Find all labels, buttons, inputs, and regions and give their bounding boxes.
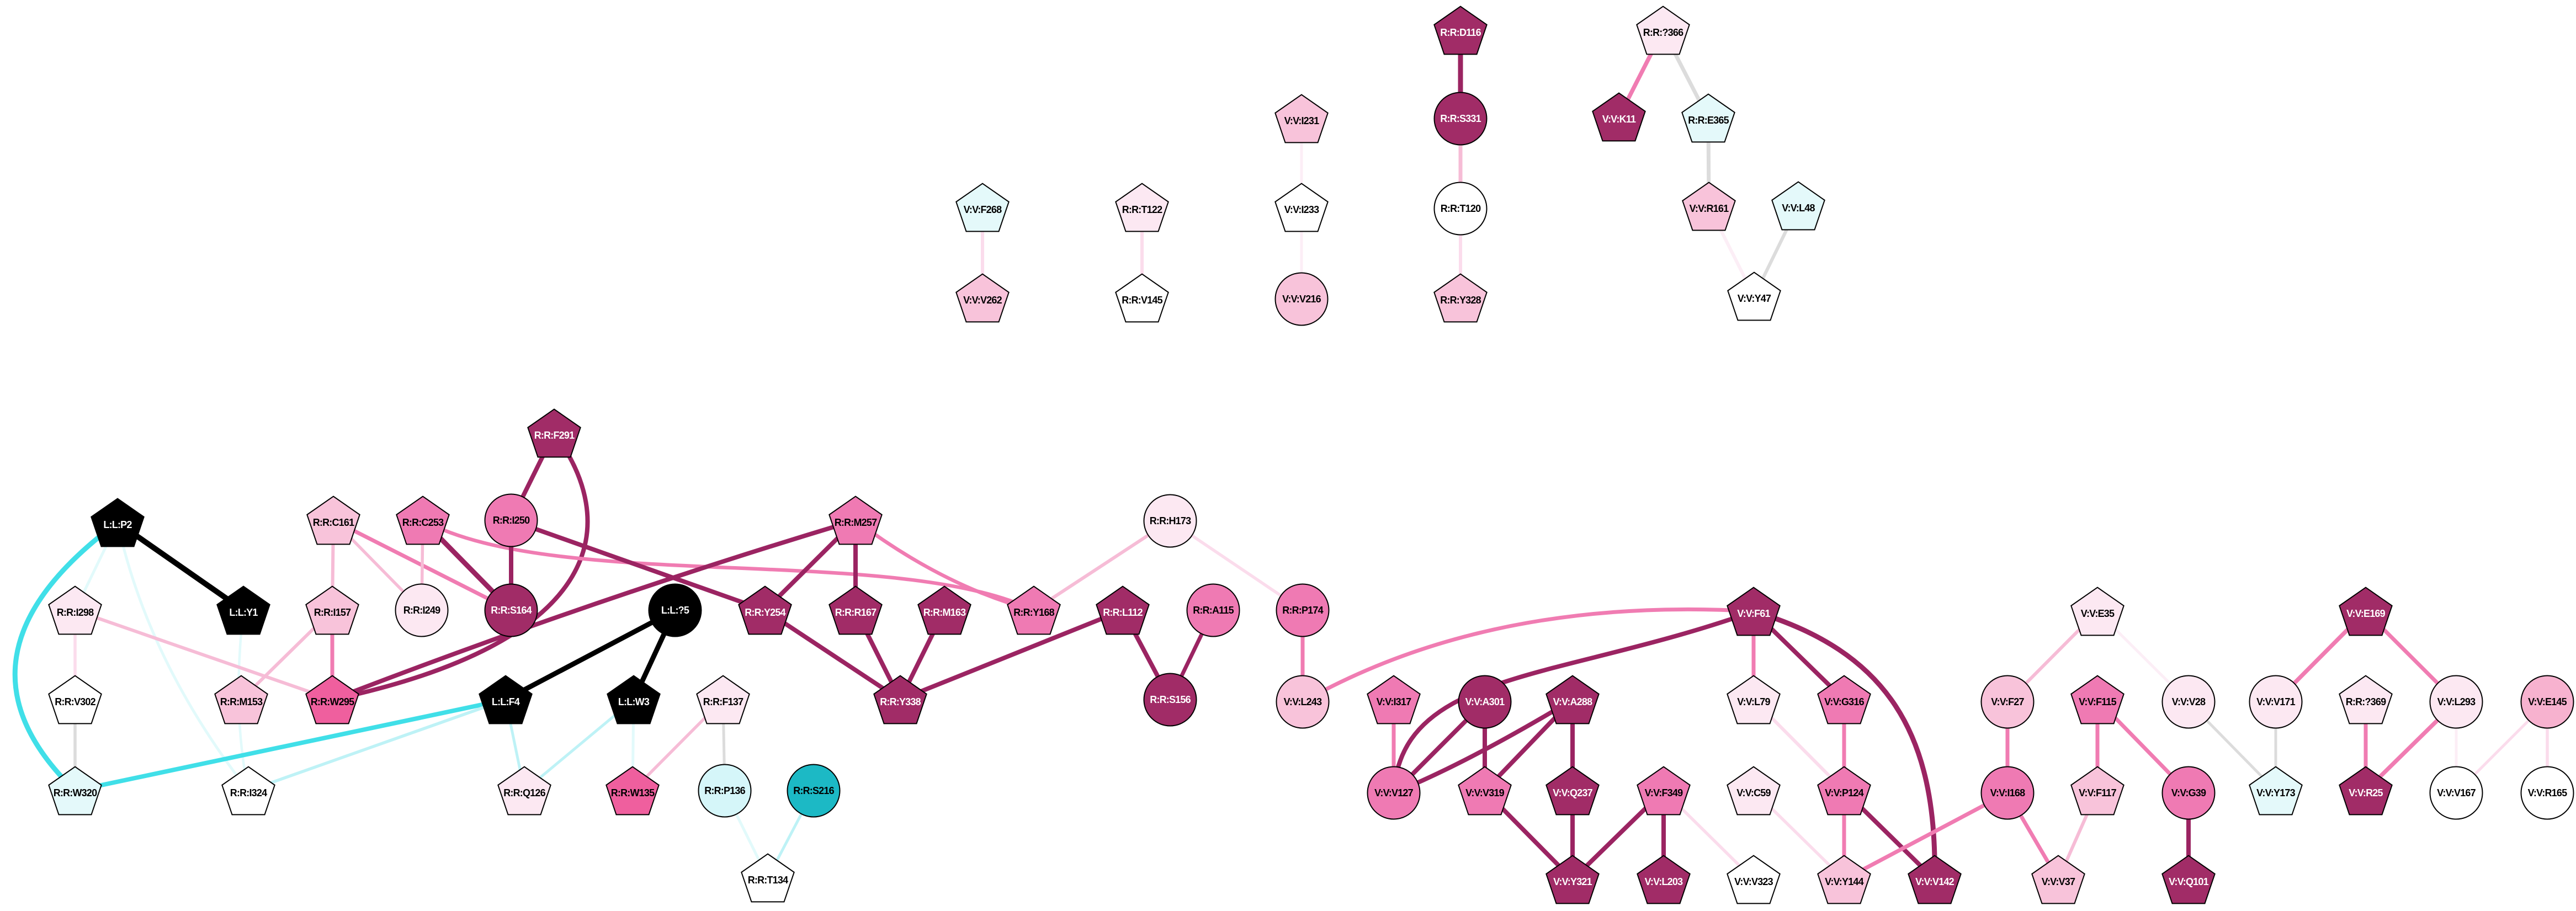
svg-text:V:V:R161: V:V:R161 [1690,203,1729,214]
svg-text:V:V:Q237: V:V:Q237 [1553,787,1592,798]
svg-text:V:V:F115: V:V:F115 [2079,696,2116,707]
svg-text:V:V:F268: V:V:F268 [964,204,1002,215]
svg-text:R:R:P174: R:R:P174 [1282,605,1323,616]
svg-text:V:V:G39: V:V:G39 [2171,787,2206,798]
svg-text:R:R:Y254: R:R:Y254 [745,607,785,618]
svg-text:R:R:I157: R:R:I157 [314,607,351,618]
svg-text:R:R:?366: R:R:?366 [1643,27,1683,38]
svg-text:V:V:V28: V:V:V28 [2172,696,2206,707]
svg-text:R:R:M153: R:R:M153 [220,696,263,707]
svg-text:V:V:E35: V:V:E35 [2081,608,2115,619]
svg-text:R:R:D116: R:R:D116 [1440,27,1481,38]
svg-text:R:R:Y168: R:R:Y168 [1013,607,1054,618]
svg-text:R:R:C161: R:R:C161 [313,517,354,528]
svg-text:R:R:V145: R:R:V145 [1122,295,1162,306]
svg-text:R:R:Y338: R:R:Y338 [880,696,921,707]
svg-text:R:R:S216: R:R:S216 [793,785,834,796]
svg-text:R:R:F291: R:R:F291 [534,430,575,441]
svg-text:R:R:C253: R:R:C253 [402,517,444,528]
svg-text:V:V:V167: V:V:V167 [2437,787,2476,798]
svg-text:V:V:K11: V:V:K11 [1602,114,1636,125]
svg-text:R:R:A115: R:R:A115 [1193,605,1234,616]
svg-text:R:R:T120: R:R:T120 [1441,203,1481,214]
svg-text:R:R:W135: R:R:W135 [611,787,655,798]
svg-text:R:R:I324: R:R:I324 [230,787,267,798]
svg-text:V:V:A301: V:V:A301 [1465,696,1505,707]
svg-text:R:R:S164: R:R:S164 [491,605,532,616]
svg-text:R:R:M163: R:R:M163 [923,607,966,618]
svg-text:V:V:V323: V:V:V323 [1734,876,1773,887]
svg-text:V:V:V37: V:V:V37 [2042,876,2075,887]
svg-text:L:L:Y1: L:L:Y1 [229,607,258,618]
svg-text:V:V:V262: V:V:V262 [963,295,1002,306]
svg-text:R:R:S156: R:R:S156 [1150,694,1191,705]
svg-text:V:V:F61: V:V:F61 [1737,608,1770,619]
svg-text:R:R:P136: R:R:P136 [704,785,745,796]
svg-text:R:R:Y328: R:R:Y328 [1440,295,1481,306]
svg-text:V:V:L203: V:V:L203 [1645,876,1683,887]
svg-text:R:R:L112: R:R:L112 [1103,607,1143,618]
svg-text:R:R:I250: R:R:I250 [493,515,530,526]
svg-text:V:V:V216: V:V:V216 [1282,294,1321,305]
svg-text:V:V:E169: V:V:E169 [2346,608,2385,619]
svg-text:V:V:L293: V:V:L293 [2437,696,2476,707]
svg-text:V:V:C59: V:V:C59 [1736,787,1771,798]
svg-text:V:V:Y47: V:V:Y47 [1738,293,1771,304]
svg-text:V:V:L79: V:V:L79 [1737,696,1770,707]
svg-text:R:R:F137: R:R:F137 [703,696,743,707]
svg-text:V:V:F349: V:V:F349 [1645,787,1683,798]
svg-text:R:R:I298: R:R:I298 [57,607,94,618]
svg-text:V:V:G316: V:V:G316 [1824,696,1864,707]
svg-text:R:R:V302: R:R:V302 [55,696,95,707]
svg-text:L:L:W3: L:L:W3 [618,696,650,707]
svg-text:L:L:P2: L:L:P2 [103,519,132,530]
svg-text:R:R:T134: R:R:T134 [748,875,788,886]
svg-text:V:V:I233: V:V:I233 [1284,204,1319,215]
svg-text:R:R:S331: R:R:S331 [1440,113,1481,124]
svg-text:V:V:V127: V:V:V127 [1374,787,1413,798]
svg-text:R:R:?369: R:R:?369 [2346,696,2386,707]
svg-text:V:V:Q101: V:V:Q101 [2169,876,2208,887]
svg-text:V:V:V142: V:V:V142 [1915,876,1954,887]
svg-text:L:L:F4: L:L:F4 [492,696,520,707]
svg-text:V:V:Y173: V:V:Y173 [2256,787,2295,798]
svg-text:V:V:V171: V:V:V171 [2256,696,2295,707]
svg-text:V:V:P124: V:V:P124 [1825,787,1863,798]
svg-text:V:V:F27: V:V:F27 [1991,696,2024,707]
svg-text:V:V:I168: V:V:I168 [1990,787,2025,798]
svg-text:V:V:R25: V:V:R25 [2349,787,2383,798]
svg-text:V:V:F117: V:V:F117 [2079,787,2116,798]
svg-text:V:V:A288: V:V:A288 [1553,696,1592,707]
svg-text:R:R:W295: R:R:W295 [311,696,354,707]
svg-text:R:R:E365: R:R:E365 [1688,115,1729,126]
svg-text:L:L:?5: L:L:?5 [661,605,689,616]
svg-text:V:V:I317: V:V:I317 [1377,696,1411,707]
svg-text:V:V:Y144: V:V:Y144 [1825,876,1863,887]
svg-text:R:R:W320: R:R:W320 [54,787,97,798]
svg-text:V:V:I231: V:V:I231 [1284,115,1319,126]
svg-text:R:R:R167: R:R:R167 [835,607,877,618]
svg-text:R:R:M257: R:R:M257 [835,517,877,528]
svg-text:V:V:R165: V:V:R165 [2528,787,2567,798]
svg-text:V:V:E145: V:V:E145 [2528,696,2567,707]
svg-text:V:V:L243: V:V:L243 [1284,696,1322,707]
svg-text:V:V:Y321: V:V:Y321 [1553,876,1592,887]
svg-text:V:V:V319: V:V:V319 [1465,787,1504,798]
svg-text:V:V:L48: V:V:L48 [1782,203,1815,214]
svg-text:R:R:T122: R:R:T122 [1122,204,1162,215]
svg-text:R:R:H173: R:R:H173 [1150,515,1191,526]
svg-text:R:R:Q126: R:R:Q126 [503,787,545,798]
svg-text:R:R:I249: R:R:I249 [403,605,440,616]
